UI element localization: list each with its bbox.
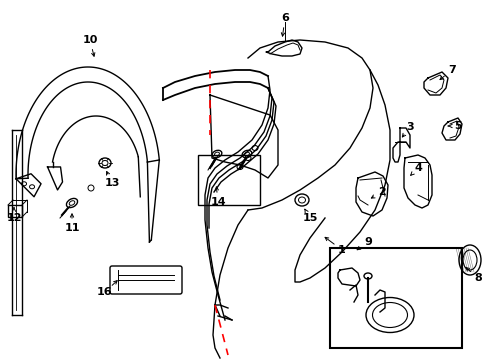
Text: 12: 12 bbox=[6, 213, 21, 223]
Text: 7: 7 bbox=[447, 65, 455, 75]
Text: 8: 8 bbox=[473, 273, 481, 283]
Text: 15: 15 bbox=[302, 213, 317, 223]
Text: 13: 13 bbox=[104, 178, 120, 188]
Text: 4: 4 bbox=[413, 163, 421, 173]
Text: 14: 14 bbox=[210, 197, 225, 207]
Text: 10: 10 bbox=[82, 35, 98, 45]
Text: 1: 1 bbox=[337, 245, 345, 255]
Text: 6: 6 bbox=[281, 13, 288, 23]
Text: 16: 16 bbox=[97, 287, 113, 297]
Bar bbox=[8, 205, 22, 217]
Text: 3: 3 bbox=[406, 122, 413, 132]
Text: 11: 11 bbox=[64, 223, 80, 233]
Text: 2: 2 bbox=[377, 187, 385, 197]
Text: 9: 9 bbox=[364, 237, 371, 247]
Bar bbox=[329, 248, 461, 348]
Bar bbox=[198, 155, 260, 205]
Text: 5: 5 bbox=[453, 121, 461, 131]
